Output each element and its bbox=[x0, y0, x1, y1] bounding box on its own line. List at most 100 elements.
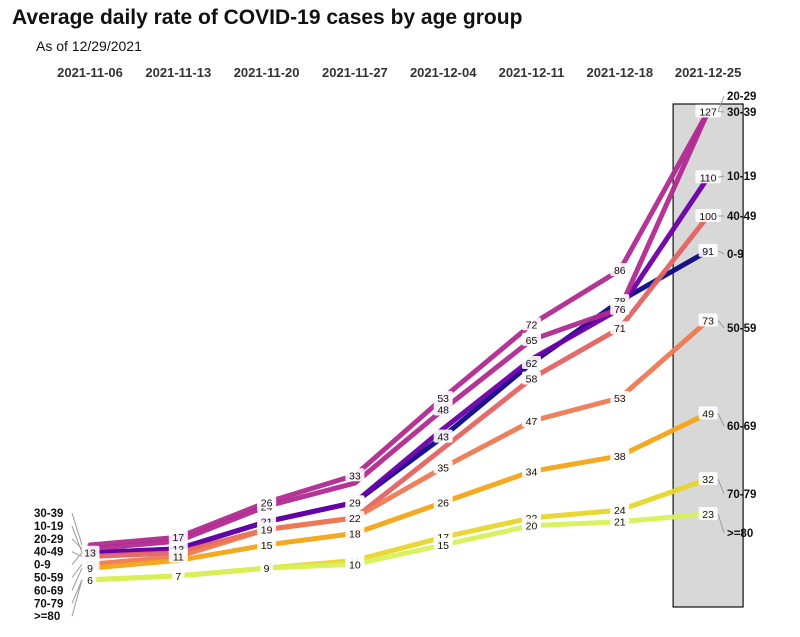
point-label-bg bbox=[522, 356, 541, 370]
point-label-40-49-5: 58 bbox=[522, 371, 541, 386]
date-label-2021-12-04: 2021-12-04 bbox=[410, 65, 477, 80]
left-legend-50-59: 50-59 bbox=[34, 573, 63, 585]
point-label-text: 17 bbox=[172, 532, 184, 544]
point-label-text: 48 bbox=[437, 405, 449, 417]
left-legend-leader-20-29 bbox=[71, 538, 83, 550]
point-label-20-29-7: 127 bbox=[695, 104, 721, 119]
point-label-text: 38 bbox=[614, 451, 626, 463]
left-legend-0-9: 0-9 bbox=[34, 560, 51, 572]
right-legend-50-59: 50-59 bbox=[727, 323, 756, 335]
left-legend-leader-60-69 bbox=[71, 567, 83, 591]
point-label-40-49-6: 71 bbox=[610, 321, 630, 335]
point-label-60-69-4: 26 bbox=[433, 495, 453, 509]
point-label-10-19-6: 76 bbox=[610, 301, 630, 316]
right-legend-leader-70-79 bbox=[717, 478, 725, 495]
series-line-30-39 bbox=[87, 109, 711, 548]
point-label-bg bbox=[260, 561, 273, 575]
right-legend-leader-50-59 bbox=[717, 320, 725, 329]
point-label-30-39-1: 17 bbox=[168, 530, 188, 544]
point-label-text: 35 bbox=[437, 463, 449, 475]
series-line-ge80 bbox=[87, 511, 711, 583]
point-label-bg bbox=[433, 495, 453, 509]
point-label-text: 13 bbox=[84, 548, 96, 560]
point-label-10-19-7: 110 bbox=[695, 170, 721, 184]
point-label-bg bbox=[433, 537, 453, 551]
point-label-70-79-7: 32 bbox=[698, 472, 718, 486]
point-label-20-29-4: 48 bbox=[433, 402, 453, 417]
point-label-ge80-3: 10 bbox=[345, 557, 365, 571]
point-label-20-29-5: 65 bbox=[522, 332, 541, 347]
point-label-text: 7 bbox=[175, 571, 181, 583]
point-label-text: 71 bbox=[614, 323, 626, 335]
left-legend-leader-10-19 bbox=[71, 525, 83, 553]
date-label-2021-11-13: 2021-11-13 bbox=[145, 65, 211, 80]
point-label-bg bbox=[522, 332, 541, 346]
right-legend-20-29: 20-29 bbox=[727, 91, 756, 103]
point-label-ge80-2: 9 bbox=[260, 561, 273, 575]
point-label-50-59-4: 35 bbox=[433, 460, 453, 475]
right-legend-0-9: 0-9 bbox=[727, 249, 744, 261]
point-label-70-79-6: 24 bbox=[610, 503, 630, 517]
point-label-30-39-3: 33 bbox=[345, 468, 365, 482]
left-legend-10-19: 10-19 bbox=[34, 521, 63, 533]
point-label-bg bbox=[522, 317, 541, 331]
point-label-bg bbox=[698, 472, 718, 486]
left-legend-ge80: >=80 bbox=[34, 611, 60, 623]
point-label-text: 33 bbox=[349, 470, 361, 482]
point-label-60-69-7: 49 bbox=[698, 406, 718, 420]
right-legend-10-19: 10-19 bbox=[727, 171, 756, 183]
point-label-30-39-6: 86 bbox=[610, 263, 630, 277]
right-legend-leader-60-69 bbox=[717, 413, 725, 427]
series-line-60-69 bbox=[87, 410, 711, 571]
point-label-bg bbox=[168, 549, 188, 563]
point-label-bg bbox=[172, 568, 185, 582]
point-label-text: 20 bbox=[526, 521, 538, 533]
point-label-text: 23 bbox=[702, 509, 714, 521]
point-label-bg bbox=[168, 530, 188, 544]
date-label-2021-12-11: 2021-12-11 bbox=[499, 65, 565, 80]
date-label-2021-11-20: 2021-11-20 bbox=[234, 65, 300, 80]
point-label-bg bbox=[610, 263, 630, 277]
point-label-30-39-5: 72 bbox=[522, 317, 541, 331]
point-label-bg bbox=[80, 545, 100, 559]
series-line-20-29 bbox=[87, 109, 711, 552]
point-label-bg bbox=[345, 510, 365, 524]
point-label-text: 9 bbox=[87, 563, 93, 575]
point-label-40-49-3: 22 bbox=[345, 510, 365, 525]
left-legend-leader-ge80 bbox=[71, 579, 83, 617]
point-label-bg bbox=[345, 526, 365, 540]
left-legend-30-39: 30-39 bbox=[34, 508, 63, 520]
point-label-ge80-7: 23 bbox=[698, 506, 718, 521]
point-label-ge80-0: 6 bbox=[83, 572, 97, 587]
series-line-10-19 bbox=[87, 174, 711, 556]
point-label-0-9-7: 91 bbox=[698, 243, 718, 258]
point-label-text: 19 bbox=[261, 524, 273, 536]
point-label-text: 6 bbox=[87, 575, 93, 587]
left-legend-leader-70-79 bbox=[71, 579, 83, 604]
point-label-text: 29 bbox=[349, 497, 361, 509]
point-label-40-49-2: 19 bbox=[257, 522, 277, 536]
point-label-text: 32 bbox=[702, 474, 714, 486]
point-label-60-69-0: 9 bbox=[83, 561, 97, 575]
point-label-bg bbox=[610, 301, 630, 315]
point-label-text: 15 bbox=[437, 540, 449, 552]
point-label-bg bbox=[695, 170, 721, 184]
point-label-0-9-0: 13 bbox=[80, 545, 100, 560]
point-label-bg bbox=[610, 514, 630, 528]
point-label-60-69-5: 34 bbox=[522, 464, 541, 478]
point-label-bg bbox=[433, 390, 453, 404]
point-label-text: 9 bbox=[264, 563, 270, 575]
right-legend-leader-10-19 bbox=[717, 175, 725, 178]
point-label-ge80-1: 7 bbox=[172, 568, 185, 583]
point-label-text: 53 bbox=[614, 393, 626, 405]
point-label-bg bbox=[83, 572, 97, 586]
point-label-50-59-1: 11 bbox=[168, 549, 188, 564]
point-label-text: 43 bbox=[437, 432, 449, 444]
point-label-bg bbox=[257, 537, 277, 551]
point-label-bg bbox=[522, 518, 541, 532]
point-label-text: 10 bbox=[349, 559, 361, 571]
date-label-2021-12-25: 2021-12-25 bbox=[675, 65, 742, 80]
left-legend-70-79: 70-79 bbox=[34, 598, 63, 610]
point-label-60-69-3: 18 bbox=[345, 526, 365, 540]
